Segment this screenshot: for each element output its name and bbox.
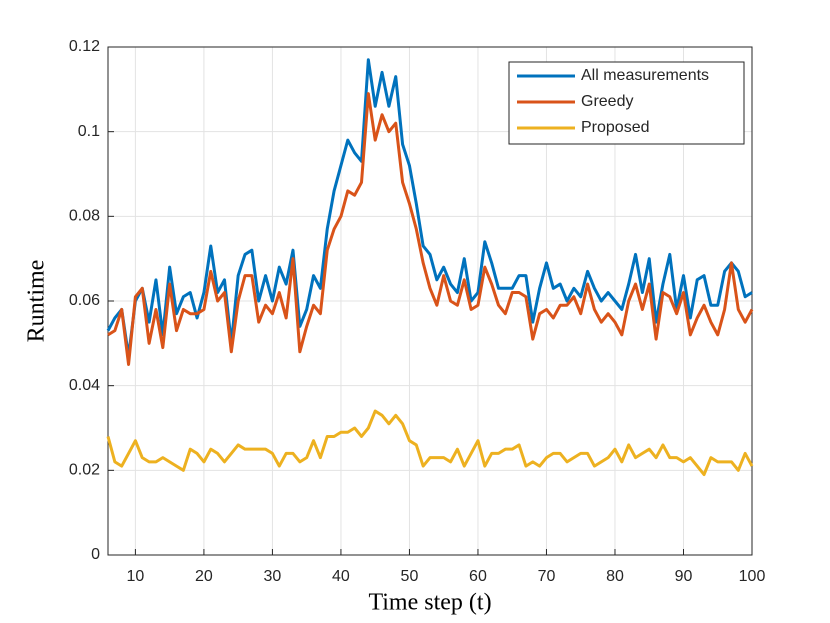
y-tick-label: 0.08 — [69, 208, 100, 225]
data-line — [107, 92, 754, 366]
x-tick-label: 40 — [332, 568, 350, 585]
x-tick-label: 100 — [739, 568, 766, 585]
x-tick-label: 60 — [469, 568, 487, 585]
data-line — [106, 58, 753, 358]
x-tick-label: 30 — [264, 568, 282, 585]
data-line — [106, 409, 754, 477]
legend-label: Greedy — [581, 93, 633, 110]
y-tick-label: 0.12 — [69, 38, 100, 55]
y-axis-label: Runtime — [24, 260, 50, 343]
x-tick-label: 70 — [538, 568, 556, 585]
y-tick-label: 0.1 — [78, 123, 100, 140]
legend-label: All measurements — [581, 67, 709, 84]
x-tick-label: 10 — [127, 568, 145, 585]
x-axis-label: Time step (t) — [368, 590, 491, 616]
plot-frame — [107, 46, 753, 556]
y-tick-label: 0 — [91, 546, 100, 563]
x-tick-label: 20 — [195, 568, 213, 585]
x-tick-label: 90 — [675, 568, 693, 585]
x-tick-label: 50 — [401, 568, 419, 585]
y-tick-label: 0.02 — [69, 462, 100, 479]
y-tick-label: 0.04 — [69, 377, 100, 394]
y-tick-label: 0.06 — [69, 292, 100, 309]
legend-label: Proposed — [581, 119, 650, 136]
x-tick-label: 80 — [606, 568, 624, 585]
